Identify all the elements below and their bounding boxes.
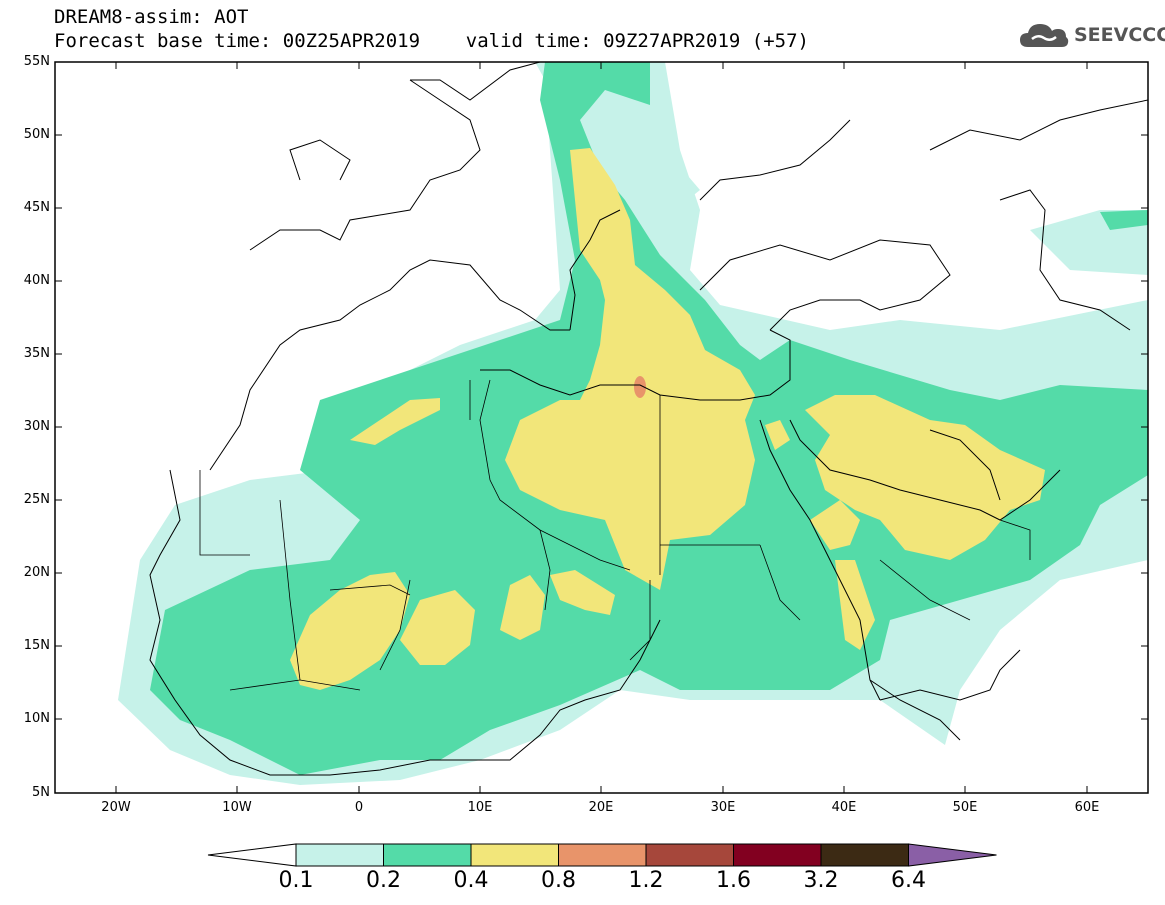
lat-label: 20N	[23, 565, 50, 580]
colorbar-label: 6.4	[891, 868, 926, 893]
plot-title: DREAM8-assim: AOT	[54, 6, 249, 28]
lon-label: 10E	[467, 800, 493, 815]
colorbar-label: 1.2	[628, 868, 664, 893]
colorbar-label: 0.8	[541, 868, 576, 893]
lon-gridlines	[115, 62, 1088, 793]
lon-label: 0	[354, 800, 364, 815]
lon-label: 20E	[588, 800, 614, 815]
lat-label: 25N	[23, 492, 50, 507]
lat-label: 5N	[32, 785, 50, 800]
colorbar-label: 0.1	[278, 868, 314, 893]
lon-label: 10W	[222, 800, 252, 815]
map-frame	[54, 61, 1149, 794]
lat-label: 15N	[23, 638, 50, 653]
lon-label: 40E	[831, 800, 857, 815]
lat-label: 50N	[23, 127, 50, 142]
lat-label: 45N	[23, 200, 50, 215]
lat-label: 55N	[23, 54, 50, 69]
seevccc-logo: SEEVCCC	[1018, 20, 1165, 50]
lat-label: 10N	[23, 711, 50, 726]
colorbar-label: 3.2	[803, 868, 839, 893]
lat-label: 30N	[23, 419, 50, 434]
logo-text: SEEVCCC	[1074, 24, 1165, 46]
aot-shade-0.8	[634, 376, 646, 398]
lat-label: 35N	[23, 346, 50, 361]
plot-subtitle: Forecast base time: 00Z25APR2019 valid t…	[54, 30, 809, 52]
country-borders	[199, 379, 1031, 691]
lon-label: 20W	[101, 800, 131, 815]
aot-shade-0.4	[290, 148, 1045, 690]
coastlines	[149, 62, 1148, 776]
lon-label: 50E	[952, 800, 978, 815]
colorbar-label: 0.2	[366, 868, 401, 893]
lon-label: 30E	[710, 800, 736, 815]
lat-gridlines	[55, 134, 1148, 720]
cloud-icon	[1020, 24, 1069, 47]
colorbar-label: 0.4	[453, 868, 489, 893]
lat-label: 40N	[23, 273, 50, 288]
colorbar-label: 1.6	[716, 868, 751, 893]
lon-label: 60E	[1074, 800, 1100, 815]
